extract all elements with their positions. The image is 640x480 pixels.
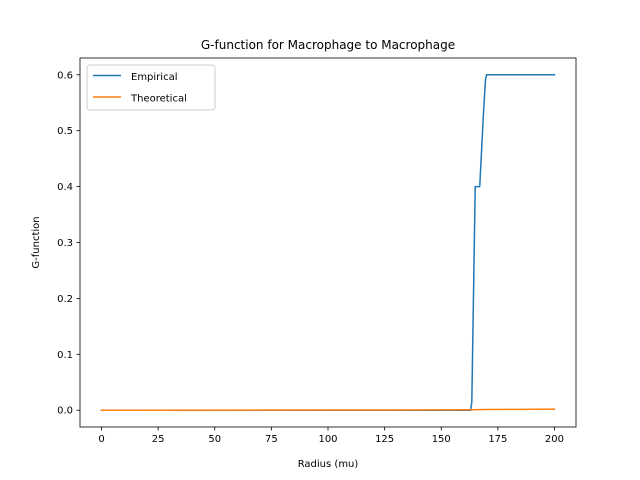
x-tick-label: 175 bbox=[488, 434, 507, 445]
y-tick-label: 0.1 bbox=[57, 350, 73, 361]
x-tick-label: 50 bbox=[208, 434, 221, 445]
legend-label-theoretical: Theoretical bbox=[130, 94, 187, 105]
legend-label-empirical: Empirical bbox=[131, 72, 177, 83]
y-axis: 0.0 0.1 0.2 0.3 0.4 0.5 0.6 bbox=[57, 70, 80, 417]
series-line-empirical bbox=[100, 74, 556, 411]
y-tick-label: 0.6 bbox=[57, 70, 73, 81]
series-line-theoretical bbox=[100, 408, 556, 411]
x-tick-label: 150 bbox=[432, 434, 451, 445]
chart-title: G-function for Macrophage to Macrophage bbox=[201, 38, 455, 52]
x-tick-label: 0 bbox=[98, 434, 104, 445]
legend: Empirical Theoretical bbox=[86, 64, 216, 111]
y-tick-label: 0.2 bbox=[57, 294, 73, 305]
x-tick-label: 25 bbox=[152, 434, 165, 445]
series-lines bbox=[100, 74, 556, 411]
x-axis: 0 25 50 75 100 125 150 175 200 bbox=[98, 427, 564, 445]
x-axis-label: Radius (mu) bbox=[298, 459, 359, 470]
x-tick-label: 75 bbox=[265, 434, 278, 445]
y-axis-label: G-function bbox=[31, 216, 42, 268]
x-tick-label: 200 bbox=[545, 434, 564, 445]
x-tick-label: 100 bbox=[318, 434, 337, 445]
y-tick-label: 0.4 bbox=[57, 182, 73, 193]
y-tick-label: 0.0 bbox=[57, 406, 73, 417]
y-tick-label: 0.5 bbox=[57, 126, 73, 137]
x-tick-label: 125 bbox=[375, 434, 394, 445]
y-tick-label: 0.3 bbox=[57, 238, 73, 249]
